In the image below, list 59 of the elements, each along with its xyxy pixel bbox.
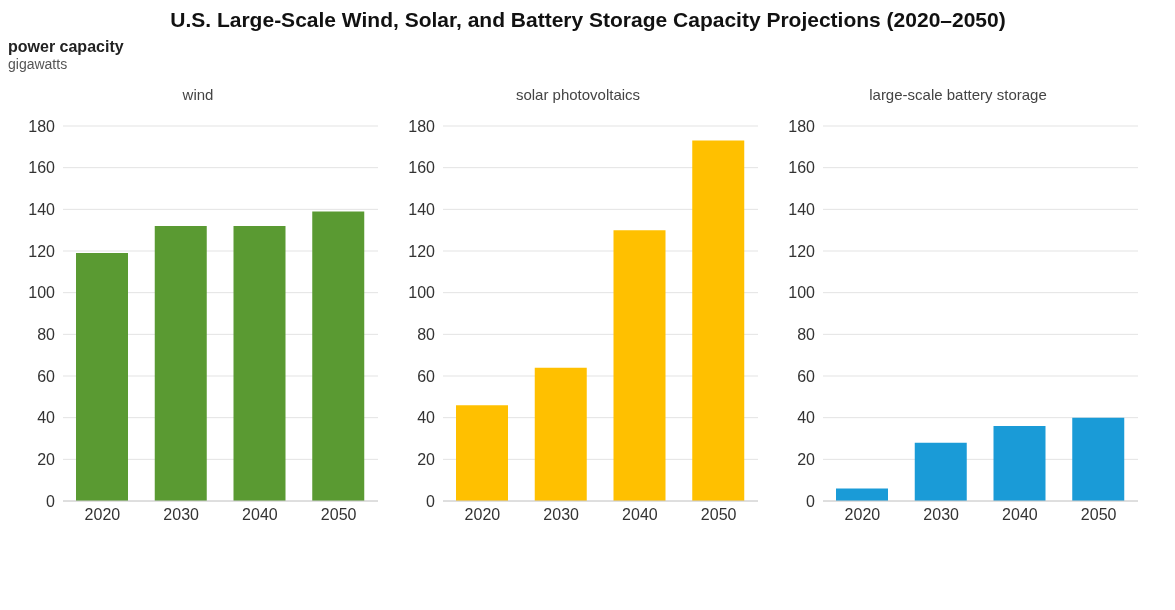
x-tick-label: 2050 — [700, 506, 737, 524]
y-tick-label: 160 — [788, 159, 816, 177]
bar — [993, 426, 1046, 501]
x-tick-label: 2040 — [622, 506, 658, 524]
chart-title: wind — [181, 86, 215, 105]
y-tick-label: 0 — [806, 492, 816, 510]
x-tick-label: 2020 — [844, 506, 881, 524]
y-tick-label: 20 — [37, 451, 56, 469]
bar — [76, 253, 128, 501]
x-tick-label: 2030 — [923, 506, 960, 524]
bar — [534, 367, 587, 501]
x-tick-label: 2030 — [163, 506, 200, 524]
y-tick-label: 120 — [788, 242, 816, 260]
y-tick-label: 60 — [417, 367, 436, 385]
text: power capacity — [8, 38, 125, 56]
x-tick-label: 2040 — [242, 506, 278, 524]
bar — [456, 405, 508, 501]
y-tick-label: 120 — [408, 242, 436, 260]
y-tick-label: 40 — [417, 409, 436, 427]
bar — [613, 230, 666, 501]
bar — [233, 226, 286, 501]
y-tick-label: 60 — [797, 367, 816, 385]
y-tick-label: 180 — [28, 117, 56, 135]
y-tick-label: 40 — [797, 409, 816, 427]
x-tick-label: 2050 — [320, 506, 357, 524]
y-tick-label: 180 — [408, 117, 436, 135]
x-tick-label: 2020 — [84, 506, 121, 524]
x-tick-label: 2040 — [1002, 506, 1038, 524]
bar — [1072, 417, 1125, 501]
y-tick-label: 80 — [797, 326, 816, 344]
y-tick-label: 40 — [37, 409, 56, 427]
y-tick-label: 100 — [28, 284, 56, 302]
y-tick-label: 100 — [408, 284, 436, 302]
y-tick-label: 100 — [788, 284, 816, 302]
y-tick-label: 140 — [28, 201, 56, 219]
y-tick-label: 0 — [426, 492, 436, 510]
chart-title: solar photovoltaics — [514, 86, 642, 105]
y-tick-label: 80 — [417, 326, 436, 344]
x-tick-label: 2020 — [464, 506, 501, 524]
x-tick-label: 2050 — [1080, 506, 1117, 524]
bar — [154, 226, 207, 501]
y-tick-label: 140 — [408, 201, 436, 219]
y-tick-label: 80 — [37, 326, 56, 344]
y-tick-label: 60 — [37, 367, 56, 385]
y-tick-label: 140 — [788, 201, 816, 219]
y-tick-label: 160 — [408, 159, 436, 177]
y-tick-label: 180 — [788, 117, 816, 135]
y-tick-label: 20 — [417, 451, 436, 469]
text: U.S. Large-Scale Wind, Solar, and Battery Storage Capacity Projections (2020–2050) — [169, 8, 1007, 32]
bar — [312, 211, 365, 501]
y-tick-label: 20 — [797, 451, 816, 469]
text: gigawatts — [8, 56, 69, 72]
bar — [914, 442, 967, 501]
bar — [692, 140, 745, 501]
chart-title: large-scale battery storage — [868, 86, 1048, 105]
x-tick-label: 2030 — [543, 506, 580, 524]
y-tick-label: 160 — [28, 159, 56, 177]
y-tick-label: 0 — [46, 492, 56, 510]
y-tick-label: 120 — [28, 242, 56, 260]
